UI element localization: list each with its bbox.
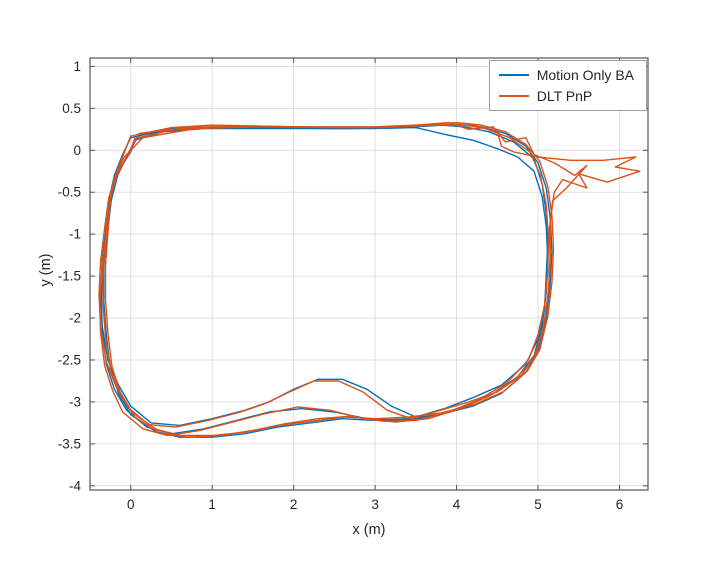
legend-line-swatch-blue — [498, 74, 529, 76]
x-axis-label: x (m) — [352, 522, 386, 538]
y-tick-label: -1.5 — [58, 269, 81, 284]
trajectory-path-0 — [103, 123, 553, 438]
y-tick-label: 1 — [73, 59, 81, 74]
y-tick-label: 0 — [73, 143, 81, 158]
x-tick-label: 3 — [371, 497, 379, 512]
legend-label: Motion Only BA — [536, 67, 634, 83]
trajectory-path-0 — [100, 126, 549, 435]
y-tick-label: -2.5 — [58, 352, 81, 367]
legend-entry-motion-only-ba[interactable]: Motion Only BA — [498, 67, 634, 83]
trajectory-path-1 — [102, 123, 550, 438]
x-tick-label: 6 — [616, 497, 624, 512]
legend-label: DLT PnP — [536, 88, 593, 104]
x-tick-label: 0 — [127, 497, 135, 512]
y-tick-label: -4 — [69, 478, 81, 493]
trajectory-path-1 — [99, 121, 588, 437]
y-tick-label: -0.5 — [58, 185, 81, 200]
y-tick-label: 0.5 — [62, 101, 81, 116]
axes-box — [89, 57, 649, 491]
y-tick-label: -2 — [69, 311, 81, 326]
y-tick-label: -3.5 — [58, 436, 81, 451]
y-tick-label: -1 — [69, 227, 81, 242]
x-tick-label: 1 — [208, 497, 216, 512]
legend-line-swatch-orange — [498, 95, 529, 97]
y-axis-label: y (m) — [38, 253, 54, 287]
x-tick-label: 4 — [453, 497, 461, 512]
y-tick-label: -3 — [69, 394, 81, 409]
trajectory-path-1 — [104, 121, 555, 437]
legend-entry-dlt-pnp[interactable]: DLT PnP — [498, 88, 634, 104]
trajectory-path-1 — [98, 124, 641, 428]
x-tick-label: 2 — [290, 497, 298, 512]
legend[interactable]: Motion Only BA DLT PnP — [488, 60, 647, 111]
x-tick-label: 5 — [534, 497, 542, 512]
